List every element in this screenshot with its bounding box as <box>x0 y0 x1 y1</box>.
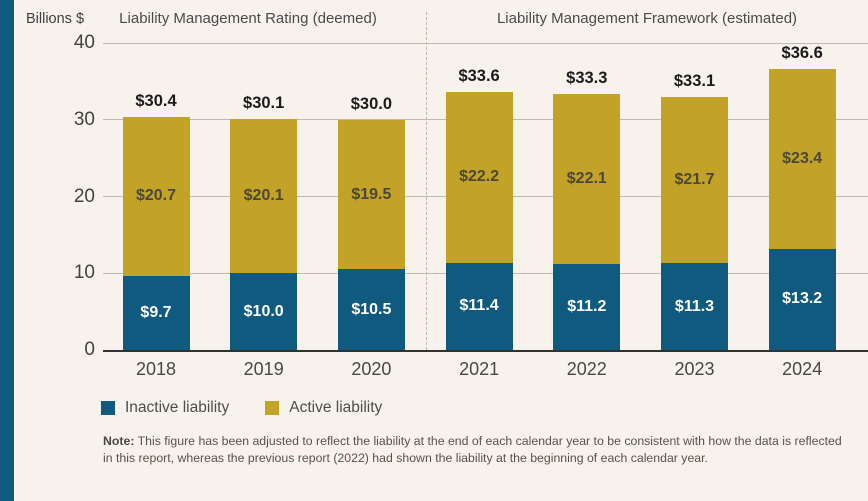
active-liability-value-2021: $22.2 <box>459 168 500 186</box>
bar-total-label-2022: $33.3 <box>566 69 608 88</box>
footnote-label: Note: <box>103 434 135 448</box>
active-liability-value-2018: $20.7 <box>135 187 177 205</box>
inactive-liability-value-2024: $13.2 <box>782 290 823 308</box>
bar-total-label-2018: $30.4 <box>135 91 177 110</box>
x-axis-label-2019: 2019 <box>243 359 284 379</box>
x-axis-label-2023: 2023 <box>674 359 715 379</box>
inactive-liability-value-2018: $9.7 <box>140 303 172 321</box>
bar-2022: $33.3 $22.1 $11.2 <box>553 69 621 350</box>
inactive-liability-value-2020: $10.5 <box>351 300 392 318</box>
inactive-liability-segment-2021: $11.4 <box>445 262 513 350</box>
legend: Inactive liability Active liability <box>101 399 382 417</box>
x-axis-label-2024: 2024 <box>782 359 823 379</box>
accent-stripe <box>0 0 14 501</box>
active-liability-segment-2024: $23.4 <box>768 69 836 249</box>
bar-total-label-2019: $30.1 <box>243 93 285 112</box>
gridline-40 <box>103 42 868 44</box>
inactive-liability-value-2022: $11.2 <box>567 298 607 316</box>
inactive-liability-segment-2019: $10.0 <box>230 273 298 350</box>
plot-area: $30.4 $20.7 $9.7 $30.1 $20.1 $10.0 $30.0 $19.5 $… <box>103 42 868 352</box>
bar-total-label-2021: $33.6 <box>458 67 500 86</box>
active-liability-segment-2021: $22.2 <box>445 92 513 263</box>
legend-swatch-inactive <box>101 401 115 415</box>
inactive-liability-segment-2023: $11.3 <box>661 263 728 350</box>
bar-2023: $33.1 $21.7 $11.3 <box>661 72 728 350</box>
bar-total-label-2023: $33.1 <box>673 71 716 90</box>
bar-2019: $30.1 $20.1 $10.0 <box>230 94 298 350</box>
active-liability-value-2020: $19.5 <box>351 185 392 203</box>
active-liability-value-2022: $22.1 <box>566 170 607 188</box>
active-liability-segment-2018: $20.7 <box>122 116 190 276</box>
y-axis-unit-label: Billions $ <box>26 11 85 27</box>
bar-2021: $33.6 $22.2 $11.4 <box>445 67 513 350</box>
legend-label-inactive: Inactive liability <box>125 399 230 416</box>
y-axis-tick-30: 30 <box>73 108 95 130</box>
active-liability-segment-2023: $21.7 <box>661 96 728 264</box>
y-axis-tick-40: 40 <box>73 32 95 53</box>
active-liability-segment-2020: $19.5 <box>337 119 405 270</box>
y-axis-tick-10: 10 <box>73 262 95 284</box>
section-divider-dashed-line <box>426 12 427 350</box>
inactive-liability-segment-2022: $11.2 <box>553 264 621 350</box>
section-title-estimated: Liability Management Framework (estimate… <box>496 10 798 27</box>
legend-swatch-active <box>265 401 280 415</box>
bar-2024: $36.6 $23.4 $13.2 <box>768 44 836 350</box>
active-liability-segment-2019: $20.1 <box>230 118 298 274</box>
inactive-liability-value-2023: $11.3 <box>674 297 715 315</box>
active-liability-value-2023: $21.7 <box>674 171 715 188</box>
legend-label-active: Active liability <box>289 399 383 416</box>
x-axis-label-2022: 2022 <box>566 359 607 379</box>
section-title-deemed: Liability Management Rating (deemed) <box>119 10 377 27</box>
x-axis-label-2020: 2020 <box>351 359 392 379</box>
x-axis-label-2018: 2018 <box>135 359 177 379</box>
inactive-liability-segment-2024: $13.2 <box>768 248 836 350</box>
active-liability-segment-2022: $22.1 <box>553 94 621 265</box>
legend-item-active-liability: Active liability <box>265 399 382 417</box>
bar-total-label-2020: $30.0 <box>350 94 393 113</box>
y-axis-tick-20: 20 <box>73 185 95 207</box>
y-axis-tick-0: 0 <box>84 339 95 360</box>
footnote-text: This figure has been adjusted to reflect… <box>103 434 842 465</box>
footnote: Note: This figure has been adjusted to r… <box>103 433 848 466</box>
bar-2020: $30.0 $19.5 $10.5 <box>337 95 405 350</box>
bar-2018: $30.4 $20.7 $9.7 <box>122 92 190 350</box>
x-axis-label-2021: 2021 <box>459 359 500 379</box>
inactive-liability-value-2021: $11.4 <box>459 297 499 315</box>
inactive-liability-value-2019: $10.0 <box>243 302 284 320</box>
inactive-liability-segment-2020: $10.5 <box>337 269 405 350</box>
legend-item-inactive-liability: Inactive liability <box>101 399 229 417</box>
inactive-liability-segment-2018: $9.7 <box>122 275 190 350</box>
active-liability-value-2024: $23.4 <box>782 149 823 167</box>
bar-total-label-2024: $36.6 <box>781 44 823 63</box>
active-liability-value-2019: $20.1 <box>243 187 284 205</box>
